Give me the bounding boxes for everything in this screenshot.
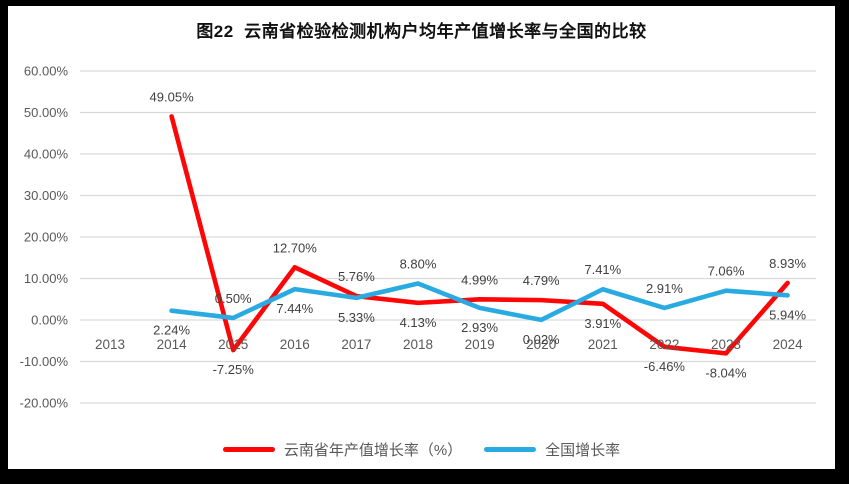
data-label: 5.33% xyxy=(338,310,375,325)
x-axis-tick-label: 2014 xyxy=(157,337,188,352)
data-label: -7.25% xyxy=(213,362,255,377)
x-axis-tick-label: 2015 xyxy=(218,337,248,352)
y-axis-tick-label: 10.00% xyxy=(24,271,69,286)
data-label: 2.91% xyxy=(646,281,683,296)
x-axis-tick-label: 2020 xyxy=(526,337,556,352)
legend-item-yunnan: 云南省年产值增长率（%） xyxy=(222,439,463,460)
data-label: 2.93% xyxy=(461,320,498,335)
data-label: -6.46% xyxy=(644,359,686,374)
y-axis-tick-label: 20.00% xyxy=(24,230,69,245)
x-axis-tick-label: 2021 xyxy=(588,337,618,352)
data-label: -8.04% xyxy=(705,365,747,380)
data-label: 4.79% xyxy=(523,273,560,288)
data-label: 7.41% xyxy=(584,262,621,277)
y-axis-tick-label: 40.00% xyxy=(24,147,69,162)
data-label: 2.24% xyxy=(153,323,190,338)
data-label: 8.80% xyxy=(400,256,437,271)
series-line-0 xyxy=(169,114,790,356)
data-label: 0.50% xyxy=(215,291,252,306)
data-label: 0.02% xyxy=(523,332,560,347)
chart-canvas: 60.00% 50.00% 40.00% 30.00% 20.00% 10.00% 0.00… xyxy=(8,6,835,469)
data-label: 5.76% xyxy=(338,269,375,284)
data-label: 8.93% xyxy=(769,256,806,271)
legend-item-national: 全国增长率 xyxy=(484,439,620,460)
data-label: 7.44% xyxy=(276,301,313,316)
legend-label-yunnan: 云南省年产值增长率（%） xyxy=(283,442,463,459)
x-axis-tick-label: 2018 xyxy=(403,337,433,352)
y-axis-tick-label: -10.00% xyxy=(20,354,69,369)
data-label: 49.05% xyxy=(150,89,195,104)
data-label: 3.91% xyxy=(584,316,621,331)
legend-swatch-national xyxy=(484,447,537,452)
data-label: 4.13% xyxy=(400,315,437,330)
x-axis-tick-label: 2013 xyxy=(95,337,125,352)
y-axis-tick-label: 50.00% xyxy=(24,105,69,120)
y-axis-tick-label: 60.00% xyxy=(24,64,69,79)
legend: 云南省年产值增长率（%） 全国增长率 xyxy=(8,439,835,460)
x-axis-tick-label: 2024 xyxy=(773,337,804,352)
x-axis-tick-label: 2023 xyxy=(711,337,741,352)
legend-label-national: 全国增长率 xyxy=(545,442,621,459)
x-axis-tick-label: 2019 xyxy=(465,337,495,352)
data-label: 7.06% xyxy=(708,264,745,279)
plot-svg: 60.00% 50.00% 40.00% 30.00% 20.00% 10.00% 0.00… xyxy=(20,64,816,411)
chart-title: 图22 云南省检验检测机构户均年产值增长率与全国的比较 xyxy=(196,22,647,41)
data-label: 5.94% xyxy=(769,307,806,322)
y-axis-tick-label: 0.00% xyxy=(31,313,68,328)
series-line-1 xyxy=(169,281,790,323)
data-label: 12.70% xyxy=(273,240,318,255)
y-axis-tick-label: 30.00% xyxy=(24,188,69,203)
data-label: 4.99% xyxy=(461,272,498,287)
y-axis-tick-label: -20.00% xyxy=(20,396,69,411)
legend-swatch-yunnan xyxy=(222,447,275,452)
x-axis-tick-label: 2017 xyxy=(341,337,371,352)
x-axis-tick-label: 2016 xyxy=(280,337,310,352)
x-axis-tick-label: 2022 xyxy=(649,337,679,352)
